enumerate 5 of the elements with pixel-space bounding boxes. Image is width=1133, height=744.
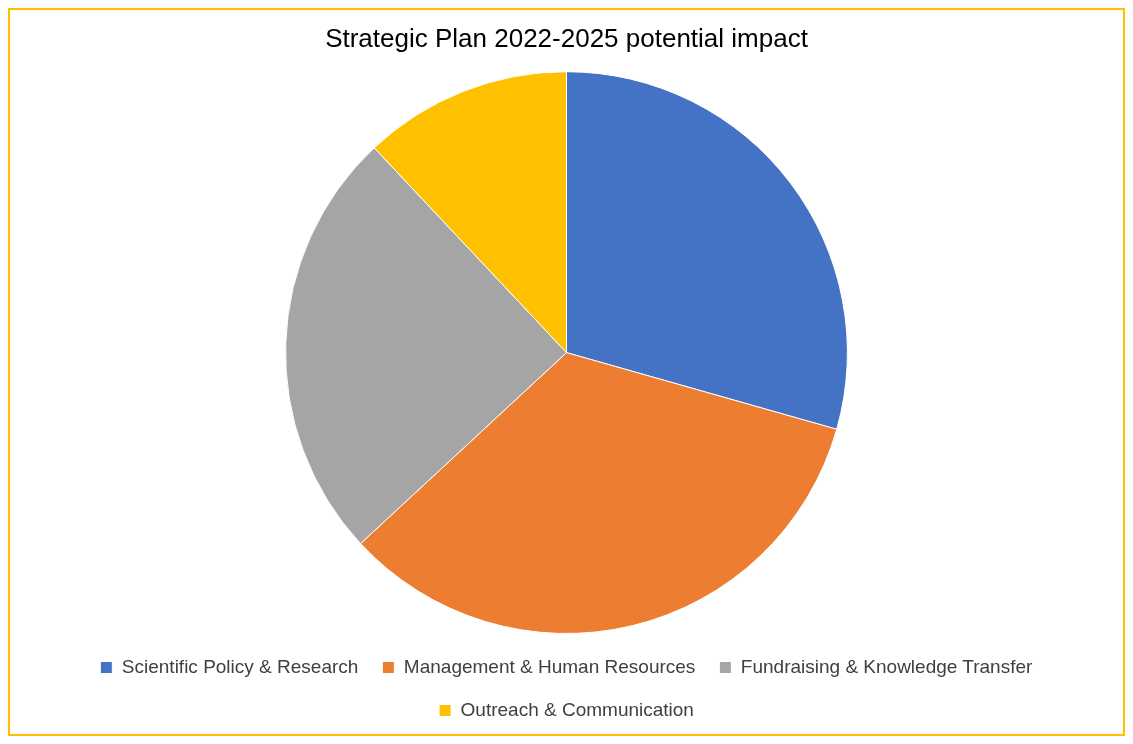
chart-title: Strategic Plan 2022-2025 potential impact [325, 22, 809, 53]
legend-label: Scientific Policy & Research [121, 655, 359, 677]
legend-label: Management & Human Resources [403, 655, 696, 677]
legend-label: Fundraising & Knowledge Transfer [740, 655, 1033, 677]
legend-label: Outreach & Communication [460, 698, 694, 720]
